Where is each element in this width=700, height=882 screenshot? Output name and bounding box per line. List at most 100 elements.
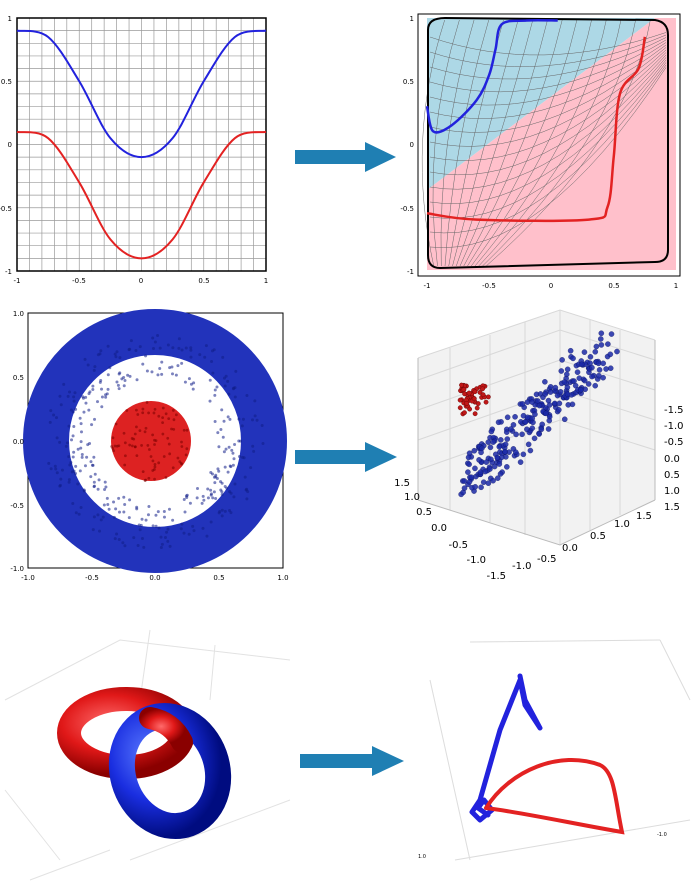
ml-point-blue xyxy=(78,469,82,473)
ml-point-blue xyxy=(101,515,105,519)
ml-point-blue xyxy=(245,487,249,491)
ml-point-red xyxy=(166,436,170,440)
bl-red-torus-overlap xyxy=(139,707,193,753)
ml-point-red xyxy=(133,445,137,449)
mr-point-red xyxy=(457,405,463,411)
tr-grid-curve xyxy=(429,32,667,56)
ml-point-blue xyxy=(176,364,180,368)
ml-point-blue xyxy=(150,370,154,374)
mr-point-blue xyxy=(576,375,583,381)
ml-point-blue xyxy=(114,507,118,511)
ml-point-red xyxy=(117,444,121,448)
ml-point-blue xyxy=(85,455,89,459)
ml-point-blue xyxy=(86,443,90,447)
ml-point-red xyxy=(135,408,138,412)
mr-point-blue xyxy=(539,421,546,428)
mr-point-blue xyxy=(600,360,607,367)
arrow-3-shaft xyxy=(300,754,372,768)
ml-point-red xyxy=(184,453,188,457)
ml-point-blue xyxy=(160,372,164,376)
mr-point-blue xyxy=(490,439,497,445)
tr-grid-curve xyxy=(429,44,667,119)
tl-xtick: 0.5 xyxy=(198,277,209,285)
ml-point-blue xyxy=(115,380,119,384)
ml-blue-ring xyxy=(23,309,287,573)
ml-point-blue xyxy=(180,348,184,352)
ml-point-blue xyxy=(189,355,193,359)
mr-ztick: -0.5 xyxy=(664,437,684,448)
ml-point-blue xyxy=(97,478,101,482)
mr-point-blue xyxy=(497,437,504,443)
ml-point-blue xyxy=(123,503,127,507)
ml-red-disk xyxy=(111,401,191,481)
mr-point-red xyxy=(480,386,485,392)
ml-point-blue xyxy=(233,443,237,447)
ml-point-blue xyxy=(156,333,160,337)
tl-ytick: 1 xyxy=(8,15,12,23)
ml-point-blue xyxy=(99,518,103,522)
ml-point-blue xyxy=(71,434,75,438)
tl-red-line xyxy=(16,130,267,260)
mr-y-ticks: -1.0 -0.5 0.0 0.5 1.0 1.5 xyxy=(512,511,652,572)
mr-point-blue xyxy=(490,477,496,484)
mr-point-blue xyxy=(567,347,574,354)
ml-point-blue xyxy=(189,346,193,350)
ml-point-blue xyxy=(86,363,90,367)
mr-point-blue xyxy=(593,343,600,350)
ml-point-blue xyxy=(191,387,195,391)
ml-point-blue xyxy=(167,507,171,511)
ml-point-blue xyxy=(117,537,121,541)
ml-point-blue xyxy=(62,382,66,386)
ml-point-red xyxy=(167,442,171,446)
mr-point-blue xyxy=(502,441,509,448)
mr-point-blue xyxy=(585,381,592,387)
ml-point-blue xyxy=(72,395,76,399)
ml-point-blue xyxy=(153,340,157,344)
ml-point-blue xyxy=(209,492,213,496)
mr-point-red xyxy=(461,387,467,392)
ml-point-blue xyxy=(241,417,245,421)
arrow-3 xyxy=(300,746,404,776)
ml-point-blue xyxy=(179,527,183,531)
mr-point-blue xyxy=(479,445,485,452)
ml-point-blue xyxy=(138,528,142,532)
mr-point-blue xyxy=(529,425,536,432)
ml-point-blue xyxy=(84,401,88,405)
ml-point-blue xyxy=(214,496,218,500)
ml-point-blue xyxy=(243,475,247,479)
mr-point-blue xyxy=(495,419,502,426)
mr-point-blue xyxy=(471,447,478,454)
ml-point-blue xyxy=(202,498,206,502)
ml-point-blue xyxy=(112,500,116,504)
ml-point-blue xyxy=(220,508,224,512)
ml-point-blue xyxy=(184,494,188,498)
panel-bottom-left xyxy=(4,629,291,881)
ml-point-blue xyxy=(106,387,110,391)
mr-point-blue xyxy=(519,401,526,407)
ml-point-red xyxy=(114,422,118,426)
ml-point-blue xyxy=(96,487,100,491)
ml-point-blue xyxy=(170,372,174,376)
ml-point-blue xyxy=(104,485,108,489)
ml-point-blue xyxy=(187,377,191,381)
ml-point-blue xyxy=(80,453,84,457)
ml-point-blue xyxy=(81,395,85,399)
mr-point-blue xyxy=(465,469,471,475)
ml-point-blue xyxy=(213,419,217,423)
ml-point-blue xyxy=(67,455,71,459)
ml-point-red xyxy=(147,411,150,415)
mr-point-blue xyxy=(578,387,584,393)
ml-point-blue xyxy=(108,366,112,370)
ml-point-blue xyxy=(210,349,214,353)
ml-point-blue xyxy=(183,380,187,384)
ml-point-blue xyxy=(170,365,174,369)
mr-point-blue xyxy=(519,431,525,438)
ml-point-blue xyxy=(201,526,205,530)
ml-point-blue xyxy=(237,417,241,421)
ml-point-blue xyxy=(212,490,216,494)
ml-point-blue xyxy=(142,545,146,549)
ml-point-blue xyxy=(214,473,218,477)
ml-point-blue xyxy=(91,384,95,388)
ml-point-red xyxy=(141,411,145,415)
